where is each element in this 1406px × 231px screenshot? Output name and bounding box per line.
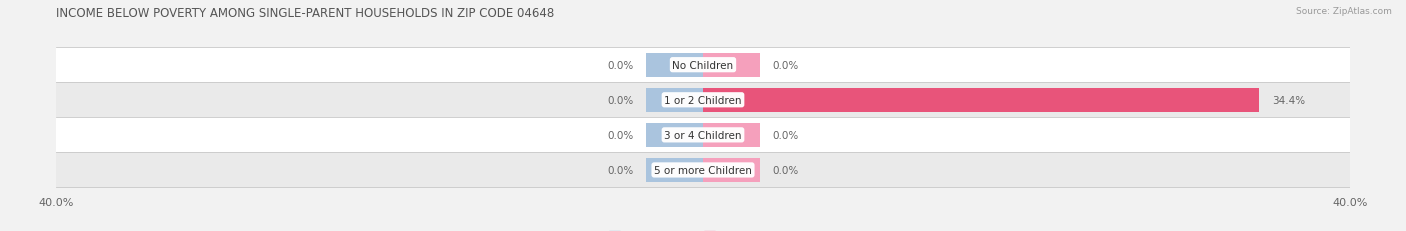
Bar	[647, 54, 703, 77]
Bar	[703, 123, 759, 147]
Bar	[647, 123, 703, 147]
Bar	[647, 88, 703, 112]
Text: 0.0%: 0.0%	[607, 165, 634, 175]
Text: 1 or 2 Children: 1 or 2 Children	[664, 95, 742, 105]
Bar	[703, 158, 759, 182]
Text: 34.4%: 34.4%	[1272, 95, 1305, 105]
Bar	[56, 83, 1350, 118]
Legend: Single Father, Single Mother: Single Father, Single Mother	[605, 226, 801, 231]
Text: 3 or 4 Children: 3 or 4 Children	[664, 130, 742, 140]
Text: Source: ZipAtlas.com: Source: ZipAtlas.com	[1296, 7, 1392, 16]
Bar	[56, 48, 1350, 83]
Bar	[703, 88, 1260, 112]
Bar	[703, 54, 759, 77]
Text: 0.0%: 0.0%	[772, 130, 799, 140]
Bar	[647, 158, 703, 182]
Bar	[56, 118, 1350, 153]
Bar	[56, 153, 1350, 188]
Text: 0.0%: 0.0%	[607, 95, 634, 105]
Text: 5 or more Children: 5 or more Children	[654, 165, 752, 175]
Text: INCOME BELOW POVERTY AMONG SINGLE-PARENT HOUSEHOLDS IN ZIP CODE 04648: INCOME BELOW POVERTY AMONG SINGLE-PARENT…	[56, 7, 554, 20]
Text: 0.0%: 0.0%	[772, 165, 799, 175]
Text: 0.0%: 0.0%	[607, 61, 634, 70]
Text: 0.0%: 0.0%	[772, 61, 799, 70]
Text: 0.0%: 0.0%	[607, 130, 634, 140]
Text: No Children: No Children	[672, 61, 734, 70]
